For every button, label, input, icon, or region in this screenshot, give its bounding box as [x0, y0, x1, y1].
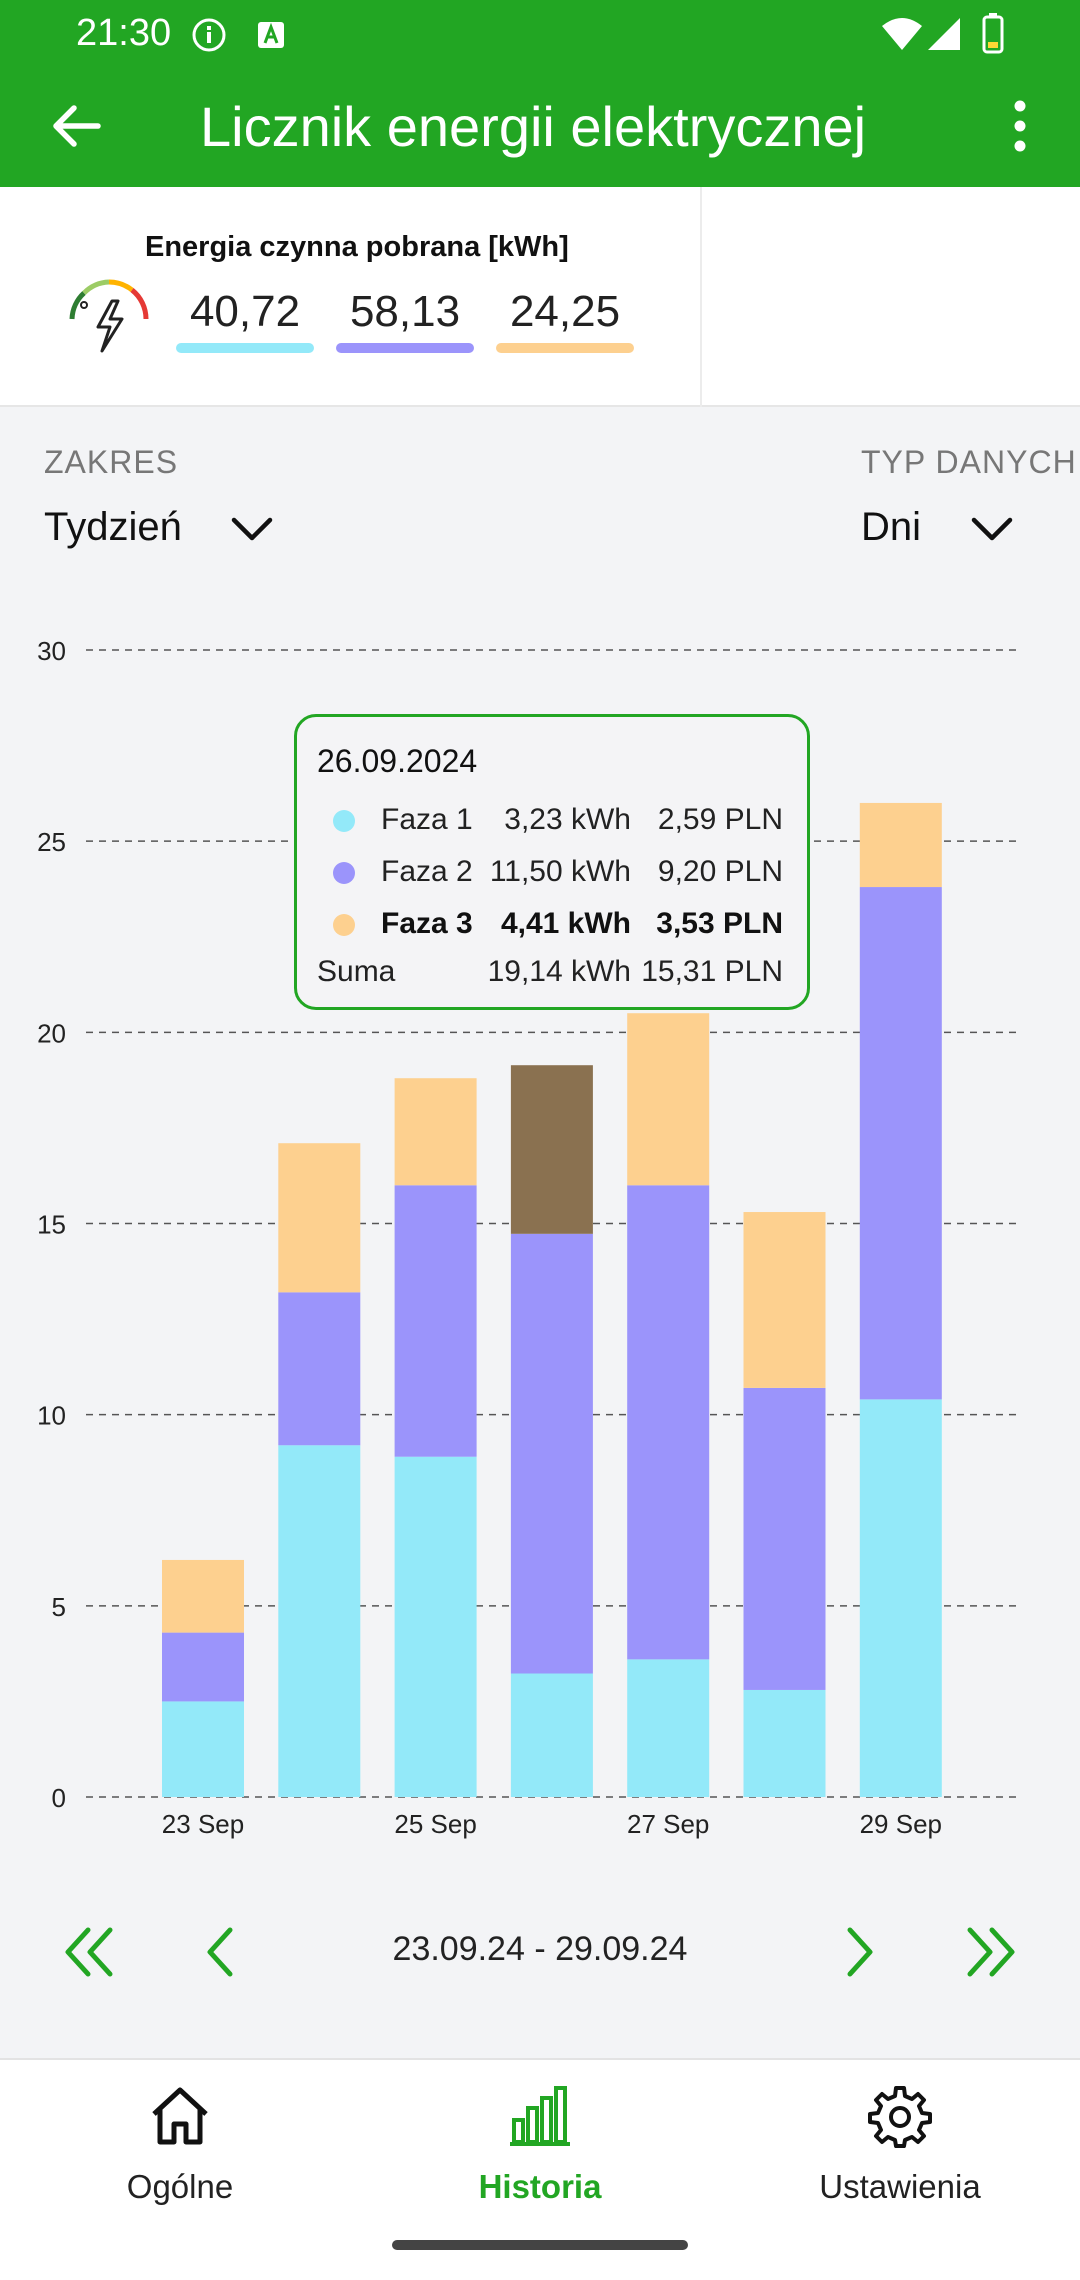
bar-29-sep-faza-2[interactable] [859, 887, 942, 1400]
tooltip-row-name: Faza 3 [381, 907, 473, 940]
previous-chevron-left-icon[interactable] [186, 1922, 256, 1982]
y-tick-label: 25 [37, 827, 66, 857]
bar-27-sep-faza-1[interactable] [627, 1659, 710, 1797]
nav-item-general[interactable]: Ogólne [0, 2060, 360, 2230]
tooltip-row-kwh: 11,50 kWh [489, 855, 631, 888]
bar-26-sep-faza-2[interactable] [510, 1233, 593, 1674]
tooltip-sum-pln: 15,31 PLN [641, 955, 783, 988]
date-pager: 23.09.24 - 29.09.24 [0, 1900, 1080, 2000]
bar-28-sep-faza-2[interactable] [743, 1387, 826, 1690]
more-vert-icon[interactable] [1000, 98, 1040, 154]
back-arrow-icon[interactable] [48, 98, 104, 154]
bar-26-sep-faza-3[interactable] [510, 1065, 593, 1234]
tooltip-row-phase-3: Faza 3 4,41 kWh 3,53 PLN [297, 905, 813, 945]
date-range-label: 23.09.24 - 29.09.24 [392, 1930, 688, 1968]
info-icon [192, 18, 226, 52]
tooltip-row-kwh: 3,23 kWh [504, 803, 631, 836]
next-chevron-right-icon[interactable] [824, 1922, 894, 1982]
nav-label-history: Historia [478, 2168, 602, 2205]
bar-27-sep-faza-3[interactable] [627, 1013, 710, 1186]
phase-2-dot [333, 862, 355, 884]
data-type-dropdown[interactable]: Dni [861, 505, 922, 549]
last-page-double-chevron-right-icon[interactable] [956, 1922, 1026, 1982]
phase-3-dot [333, 914, 355, 936]
bar-25-sep-faza-2[interactable] [394, 1185, 477, 1457]
bar-23-sep-faza-3[interactable] [162, 1559, 244, 1633]
tooltip-date: 26.09.2024 [317, 743, 478, 779]
summary-value-phase-3: 24,25 [496, 287, 634, 353]
tooltip-sum-name: Suma [317, 955, 396, 988]
tooltip-row-pln: 2,59 PLN [657, 803, 783, 836]
tooltip-row-phase-1: Faza 1 3,23 kWh 2,59 PLN [297, 801, 813, 841]
tooltip-sum-kwh: 19,14 kWh [487, 955, 631, 988]
summary-divider [700, 187, 702, 407]
energy-summary-card: Energia czynna pobrana [kWh] 40,72 58,13… [0, 187, 1080, 407]
chart-tooltip: 26.09.2024 Faza 1 3,23 kWh 2,59 PLN Faza… [294, 714, 810, 1010]
nav-item-settings[interactable]: Ustawienia [720, 2060, 1080, 2230]
app-top-bar: 21:30 Licznik energii elektrycznej [0, 0, 1080, 187]
page-title: Licznik energii elektrycznej [200, 95, 867, 158]
tooltip-row-phase-2: Faza 2 11,50 kWh 9,20 PLN [297, 853, 813, 893]
first-page-double-chevron-left-icon[interactable] [54, 1922, 124, 1982]
range-dropdown[interactable]: Tydzień [44, 505, 182, 549]
tooltip-row-name: Faza 2 [381, 855, 473, 888]
bar-28-sep-faza-3[interactable] [743, 1212, 826, 1388]
wifi-icon [882, 18, 922, 50]
bar-chart-icon [510, 2086, 570, 2146]
y-tick-label: 10 [37, 1401, 66, 1431]
home-icon [152, 2087, 208, 2145]
data-type-label: TYP DANYCH [861, 444, 1077, 480]
y-tick-label: 30 [37, 636, 66, 666]
energy-bar-chart[interactable]: 0 5 10 15 20 25 30 23 Sep 25 Sep 27 Sep 29 Sep [0, 600, 1080, 1860]
data-type-chevron-down-icon[interactable] [970, 514, 1014, 544]
x-tick-label: 27 Sep [627, 1809, 709, 1839]
x-tick-label: 25 Sep [394, 1809, 476, 1839]
bar-23-sep-faza-1[interactable] [162, 1701, 244, 1797]
bar-27-sep-faza-2[interactable] [627, 1185, 710, 1660]
home-indicator [392, 2240, 688, 2250]
bar-23-sep-faza-2[interactable] [162, 1632, 244, 1702]
phase-3-bar [496, 343, 634, 353]
summary-label: Energia czynna pobrana [kWh] [145, 231, 569, 263]
bar-24-sep-faza-1[interactable] [278, 1445, 361, 1797]
x-tick-label: 29 Sep [860, 1809, 942, 1839]
status-time: 21:30 [76, 12, 172, 54]
gear-icon [868, 2086, 932, 2148]
phase-1-bar [176, 343, 314, 353]
phase-1-dot [333, 810, 355, 832]
y-tick-label: 5 [52, 1592, 66, 1622]
bar-26-sep-faza-1[interactable] [510, 1673, 593, 1797]
bar-24-sep-faza-2[interactable] [278, 1292, 361, 1446]
tooltip-row-name: Faza 1 [381, 803, 473, 836]
keyboard-a-icon [258, 22, 284, 48]
tooltip-row-kwh: 4,41 kWh [500, 907, 631, 940]
tooltip-row-pln: 9,20 PLN [657, 855, 783, 888]
phase-2-bar [336, 343, 474, 353]
status-bar: 21:30 [0, 0, 1080, 70]
x-tick-label: 23 Sep [162, 1809, 244, 1839]
energy-gauge-icon [69, 279, 149, 353]
summary-value-phase-2: 58,13 [336, 287, 474, 353]
range-chevron-down-icon[interactable] [230, 514, 274, 544]
range-label: ZAKRES [44, 444, 179, 480]
bar-29-sep-faza-3[interactable] [859, 802, 942, 888]
nav-label-settings: Ustawienia [819, 2168, 981, 2205]
nav-label-general: Ogólne [126, 2168, 234, 2205]
bar-25-sep-faza-1[interactable] [394, 1456, 477, 1797]
y-tick-label: 15 [37, 1210, 66, 1240]
summary-value-phase-1: 40,72 [176, 287, 314, 353]
bar-25-sep-faza-3[interactable] [394, 1078, 477, 1186]
battery-icon [982, 13, 1004, 54]
y-tick-label: 20 [37, 1018, 66, 1048]
nav-item-history[interactable]: Historia [360, 2060, 720, 2230]
y-tick-label: 0 [52, 1783, 66, 1813]
tooltip-row-pln: 3,53 PLN [656, 907, 783, 940]
tooltip-row-sum: Suma 19,14 kWh 15,31 PLN [297, 953, 813, 993]
bar-28-sep-faza-1[interactable] [743, 1689, 826, 1797]
bar-24-sep-faza-3[interactable] [278, 1143, 361, 1293]
bar-29-sep-faza-1[interactable] [859, 1399, 942, 1797]
signal-icon [928, 18, 960, 50]
